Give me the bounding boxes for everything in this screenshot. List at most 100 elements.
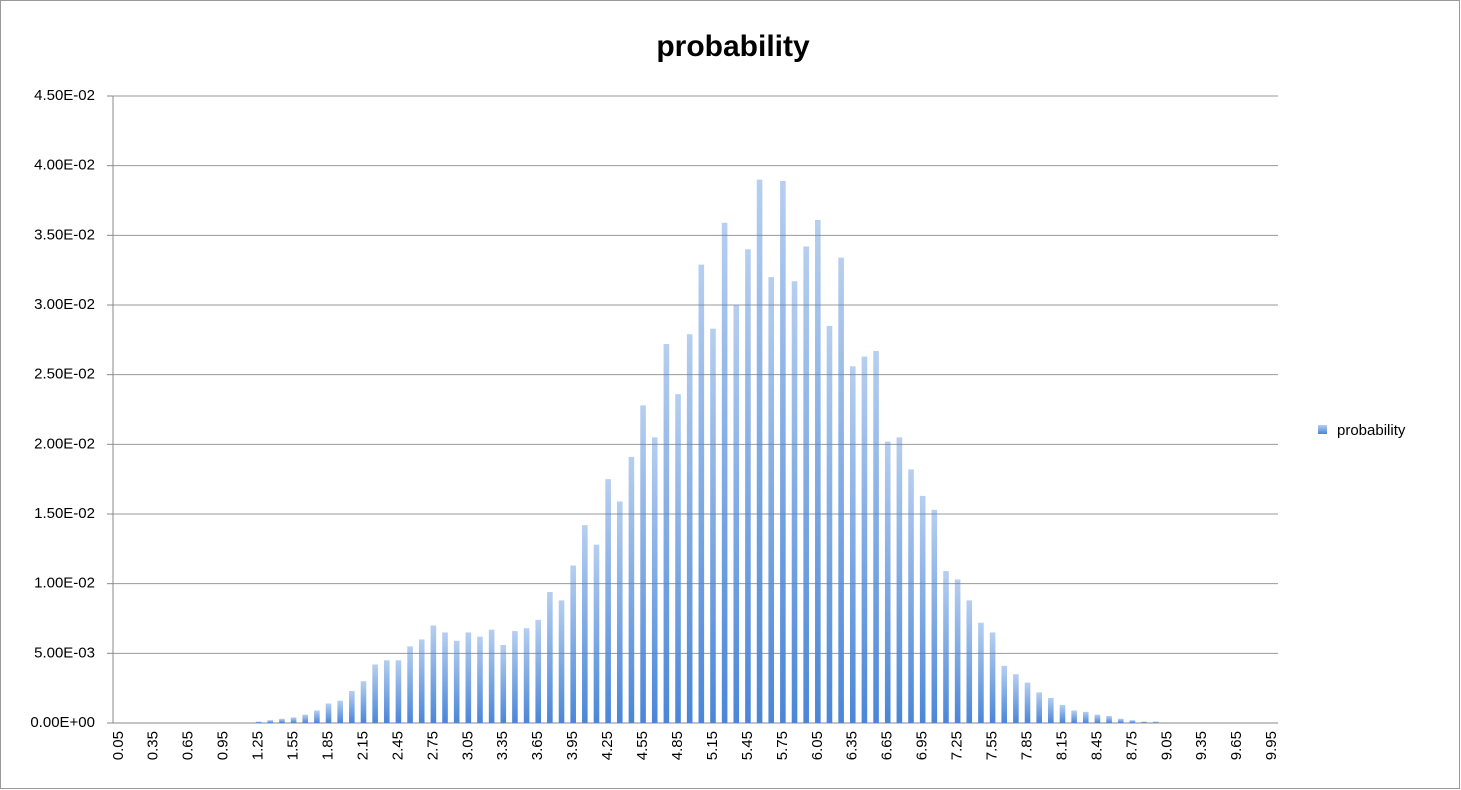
bar [500,644,507,723]
bar [349,690,355,723]
y-tick-label: 2.50E-02 [34,366,95,383]
bar [488,629,495,723]
y-tick-label: 0.00E+00 [30,714,95,731]
bar [465,632,472,723]
bar [279,718,285,723]
bar [710,328,716,723]
y-tick-label: 3.00E-02 [34,296,95,313]
x-tick-label: 8.15 [1053,731,1070,760]
y-tick-label: 1.00E-02 [34,575,95,592]
bar [1082,711,1089,723]
y-tick-label: 2.00E-02 [34,435,95,452]
x-tick-label: 3.05 [459,731,476,760]
x-tick-label: 9.35 [1193,731,1210,760]
bar [628,456,635,723]
x-tick-label: 9.65 [1228,731,1245,760]
bar [1024,682,1031,723]
bar [815,220,821,724]
bar [255,721,262,723]
bar [360,681,367,723]
bar [873,350,879,723]
x-tick-label: 8.75 [1123,731,1140,760]
bar [1001,665,1008,723]
bar [861,356,868,723]
x-tick-label: 1.25 [250,731,267,760]
x-tick-label: 9.95 [1263,731,1280,760]
bar [1117,718,1124,723]
bar [1094,714,1101,723]
bar [523,628,530,723]
bar [908,469,914,723]
bar [919,495,926,723]
chart-title: probability [656,30,810,63]
bar [838,257,844,723]
x-tick-label: 5.45 [739,731,756,760]
bar [791,281,798,723]
y-tick-label: 4.50E-02 [34,87,95,104]
bar [314,710,320,723]
y-tick-label: 4.00E-02 [34,157,95,174]
bar [651,437,658,723]
bar [1048,697,1054,723]
y-tick-label: 3.50E-02 [34,226,95,243]
bar [733,305,740,723]
bar [442,632,448,723]
bar [780,180,786,723]
x-tick-label: 4.85 [669,731,686,760]
bar [1141,721,1147,723]
bar [931,509,938,723]
bar [535,619,542,723]
bar [582,525,588,723]
bar [954,579,961,723]
x-tick-label: 3.35 [494,731,511,760]
x-tick-label: 1.55 [285,731,302,760]
bar [943,571,949,723]
bar [593,544,600,723]
x-tick-label: 3.65 [529,731,546,760]
bar [547,592,553,723]
bar [1013,674,1019,723]
bar [570,565,576,723]
bar [407,646,413,723]
x-tick-label: 6.35 [844,731,861,760]
bar [686,334,693,723]
bar [768,277,775,723]
bar [430,625,437,723]
legend-swatch [1318,425,1327,434]
bar [395,660,402,723]
bar [978,622,984,723]
x-tick-label: 2.15 [354,731,371,760]
bar [325,703,332,723]
x-tick-label: 2.45 [389,731,406,760]
bar [698,264,705,723]
x-tick-label: 3.95 [564,731,581,760]
x-tick-label: 0.35 [145,731,162,760]
bar [558,600,565,723]
bar [756,179,763,724]
bar [675,394,681,723]
legend-label: probability [1337,422,1406,439]
x-tick-label: 4.25 [599,731,616,760]
bar [267,720,274,723]
y-tick-label: 1.50E-02 [34,505,95,522]
bar [290,717,297,723]
x-tick-label: 0.95 [215,731,232,760]
bar [826,325,833,723]
bar [512,631,518,723]
y-tick-label: 5.00E-03 [34,644,95,661]
bar [663,344,670,723]
x-tick-label: 9.05 [1158,731,1175,760]
x-tick-label: 5.15 [704,731,721,760]
bar [1129,720,1136,723]
bar [849,366,856,723]
bar [721,222,728,723]
bar [477,636,483,723]
bar [616,501,623,723]
x-tick-label: 7.55 [984,731,1001,760]
bar [989,632,996,723]
bar [418,639,425,723]
bar [605,479,611,723]
x-tick-label: 7.85 [1018,731,1035,760]
